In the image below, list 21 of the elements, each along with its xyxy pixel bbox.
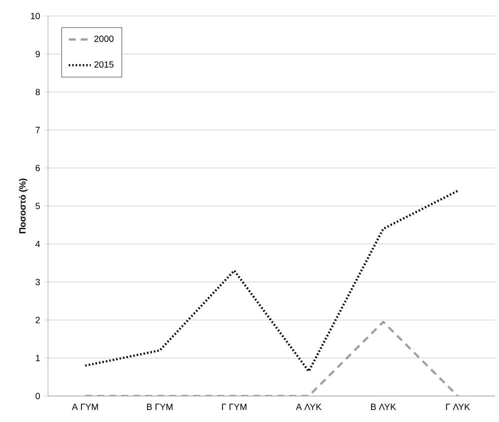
y-tick-label: 8 [36,88,40,96]
line-series [84,190,459,372]
x-tick-label: Γ ΛΥΚ [446,404,470,410]
x-tick-label: Γ ΓΥΜ [222,404,246,410]
x-tick-label: Α ΓΥΜ [72,404,98,410]
y-tick-label: 2 [36,316,40,324]
y-tick-label: 5 [36,202,40,210]
y-tick-label: 10 [30,12,40,20]
x-tick-label: Β ΓΥΜ [147,404,172,410]
x-tick-label: Β ΛΥΚ [371,404,396,410]
y-tick-label: 7 [36,126,40,134]
y-tick-label: 1 [36,354,40,362]
y-tick-label: 0 [36,392,40,400]
y-tick-label: 3 [36,278,40,286]
x-tick-label: Α ΛΥΚ [296,404,322,410]
legend-label: 2000 [94,36,114,42]
legend-label: 2015 [94,61,114,68]
y-tick-label: 4 [35,240,40,248]
y-axis-title: Ποσοστό (%) [18,178,28,234]
y-tick-label: 6 [36,164,40,172]
y-tick-label: 9 [36,50,40,58]
